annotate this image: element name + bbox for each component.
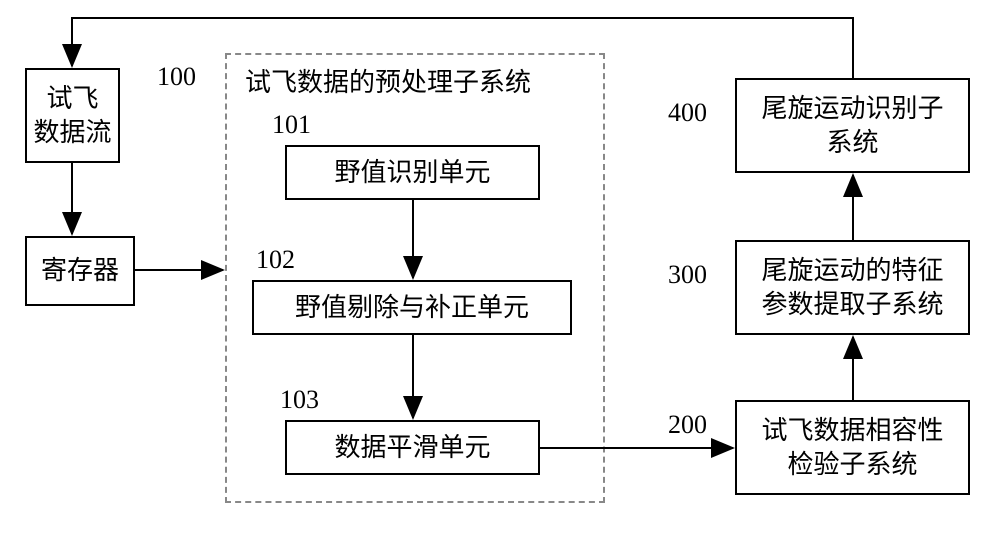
unit-102-label: 野值剔除与补正单元	[295, 291, 529, 325]
unit-103-box: 数据平滑单元	[285, 420, 540, 475]
unit-102-number: 102	[256, 245, 295, 275]
subsystem-200-box: 试飞数据相容性 检验子系统	[735, 400, 970, 495]
unit-102-box: 野值剔除与补正单元	[252, 280, 572, 335]
unit-103-label: 数据平滑单元	[334, 431, 490, 465]
unit-101-label: 野值识别单元	[334, 156, 490, 190]
register-label: 寄存器	[41, 254, 119, 288]
subsystem-100-title: 试飞数据的预处理子系统	[245, 62, 531, 99]
register-box: 寄存器	[25, 236, 135, 306]
subsystem-400-box: 尾旋运动识别子 系统	[735, 78, 970, 173]
subsystem-100-number: 100	[157, 62, 196, 92]
unit-101-box: 野值识别单元	[285, 145, 540, 200]
data-stream-label: 试飞 数据流	[33, 82, 111, 150]
subsystem-300-number: 300	[668, 260, 707, 290]
subsystem-300-label: 尾旋运动的特征 参数提取子系统	[761, 254, 943, 322]
subsystem-200-label: 试飞数据相容性 检验子系统	[761, 414, 943, 482]
subsystem-400-number: 400	[668, 98, 707, 128]
unit-101-number: 101	[272, 110, 311, 140]
subsystem-400-label: 尾旋运动识别子 系统	[761, 92, 943, 160]
unit-103-number: 103	[280, 385, 319, 415]
subsystem-300-box: 尾旋运动的特征 参数提取子系统	[735, 240, 970, 335]
subsystem-200-number: 200	[668, 410, 707, 440]
data-stream-box: 试飞 数据流	[25, 68, 120, 163]
